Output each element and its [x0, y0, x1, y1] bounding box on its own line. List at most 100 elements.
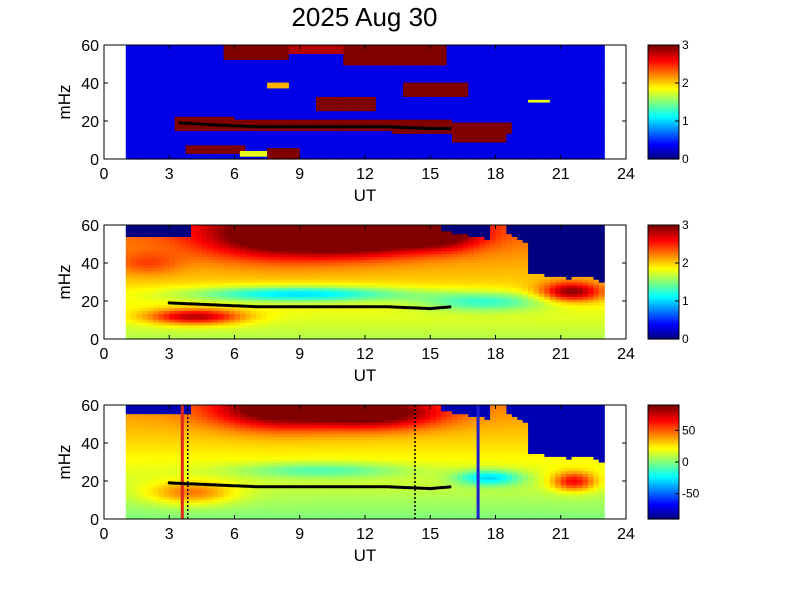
heatmap-cell — [549, 136, 556, 140]
heatmap-cell — [278, 53, 284, 57]
heatmap-cell — [555, 67, 562, 72]
heatmap-cell — [207, 136, 214, 140]
heatmap-cell — [212, 102, 219, 106]
heatmap-cell — [348, 107, 355, 112]
heatmap-cell — [196, 336, 203, 340]
colorbar-segment — [648, 126, 679, 130]
heatmap-cell — [163, 156, 170, 160]
heatmap-cell — [473, 102, 480, 106]
heatmap-cell — [207, 90, 214, 94]
heatmap-cell — [337, 127, 344, 132]
heatmap-cell — [375, 93, 382, 97]
heatmap-cell — [408, 62, 415, 66]
heatmap-cell — [316, 127, 323, 132]
heatmap-cell — [446, 147, 453, 151]
heatmap-cell — [256, 62, 263, 66]
heatmap-cell — [245, 316, 252, 320]
heatmap-cell — [245, 253, 252, 257]
colorbar-segment — [648, 144, 679, 148]
x-tick-label: 0 — [100, 166, 109, 183]
heatmap-cell — [185, 113, 192, 117]
heatmap-cell — [457, 147, 464, 151]
heatmap-cell — [256, 99, 263, 103]
heatmap-cell — [201, 307, 208, 312]
heatmap-cell — [267, 273, 274, 277]
heatmap-cell — [348, 87, 355, 92]
heatmap-cell — [191, 82, 197, 86]
heatmap-cell — [245, 279, 252, 283]
heatmap-cell — [212, 316, 219, 320]
heatmap-cell — [169, 244, 176, 249]
heatmap-cell — [191, 99, 197, 103]
heatmap-cell — [147, 56, 154, 60]
heatmap-cell — [229, 253, 236, 257]
heatmap-cell — [587, 153, 594, 157]
heatmap-cell — [283, 290, 290, 294]
heatmap-cell — [185, 70, 192, 75]
heatmap-cell — [430, 53, 437, 57]
heatmap-cell — [294, 113, 301, 117]
heatmap-cell — [517, 102, 524, 106]
heatmap-cell — [354, 141, 361, 146]
heatmap-cell — [343, 50, 350, 55]
heatmap-cell — [386, 73, 393, 77]
heatmap-cell — [169, 321, 176, 326]
heatmap-cell — [169, 327, 176, 331]
heatmap-cell — [348, 65, 355, 69]
heatmap-cell — [212, 127, 219, 132]
heatmap-cell — [441, 45, 448, 49]
heatmap-cell — [370, 113, 377, 117]
heatmap-cell — [250, 270, 257, 274]
heatmap-cell — [365, 136, 371, 140]
heatmap-cell — [517, 119, 524, 123]
heatmap-cell — [142, 276, 149, 280]
heatmap-cell — [125, 296, 132, 300]
heatmap-cell — [506, 96, 513, 100]
heatmap-cell — [446, 110, 453, 114]
heatmap-cell — [522, 107, 529, 112]
heatmap-cell — [321, 67, 328, 72]
heatmap-cell — [250, 316, 257, 320]
heatmap-cell — [354, 104, 361, 109]
heatmap-cell — [321, 127, 328, 132]
heatmap-cell — [239, 141, 246, 146]
heatmap-cell — [245, 104, 252, 109]
heatmap-cell — [261, 67, 268, 72]
heatmap-cell — [272, 262, 279, 266]
heatmap-cell — [272, 82, 279, 86]
heatmap-cell — [283, 47, 290, 52]
heatmap-cell — [180, 127, 187, 132]
heatmap-cell — [147, 296, 154, 300]
heatmap-cell — [152, 316, 159, 320]
heatmap-cell — [549, 99, 556, 103]
heatmap-cell — [544, 90, 551, 94]
heatmap-cell — [163, 99, 170, 103]
heatmap-cell — [566, 130, 573, 134]
heatmap-cell — [549, 139, 556, 143]
heatmap-cell — [136, 45, 143, 49]
heatmap-cell — [152, 84, 159, 89]
heatmap-cell — [180, 276, 187, 280]
heatmap-cell — [528, 84, 535, 89]
heatmap-cell — [598, 90, 605, 94]
heatmap-cell — [169, 124, 176, 129]
heatmap-cell — [294, 99, 301, 103]
heatmap-cell — [593, 65, 600, 69]
heatmap-cell — [462, 147, 469, 151]
heatmap-cell — [229, 270, 236, 274]
heatmap-cell — [468, 147, 475, 151]
heatmap-cell — [495, 90, 502, 94]
heatmap-cell — [381, 99, 388, 103]
heatmap-cell — [191, 124, 197, 129]
heatmap-cell — [365, 53, 371, 57]
heatmap-cell — [593, 116, 600, 120]
heatmap-cell — [245, 121, 252, 126]
heatmap-cell — [196, 296, 203, 300]
heatmap-cell — [201, 333, 208, 337]
heatmap-cell — [544, 119, 551, 123]
heatmap-cell — [522, 84, 529, 89]
heatmap-cell — [125, 282, 132, 286]
heatmap-cell — [207, 116, 214, 120]
heatmap-cell — [180, 333, 187, 337]
heatmap-cell — [539, 87, 545, 92]
